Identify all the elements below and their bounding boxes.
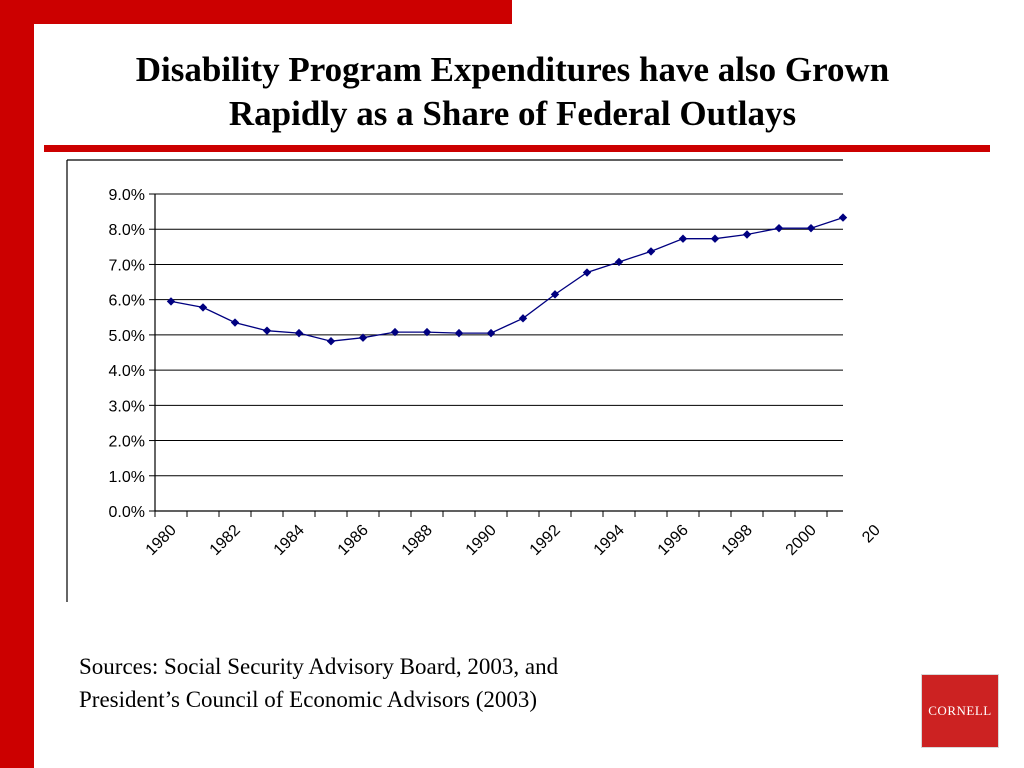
- data-point: [838, 213, 848, 222]
- y-tick-label: 8.0%: [109, 222, 145, 239]
- data-point: [678, 234, 688, 243]
- x-tick-label: 1980: [143, 522, 180, 559]
- data-point: [294, 328, 304, 338]
- data-point: [230, 318, 240, 327]
- y-tick-label: 5.0%: [109, 328, 145, 345]
- data-point: [198, 303, 208, 312]
- data-point: [518, 314, 528, 323]
- x-tick-label: 1992: [527, 522, 564, 559]
- y-tick-label: 1.0%: [109, 469, 145, 486]
- x-tick-label: 1988: [399, 522, 436, 559]
- y-tick-label: 6.0%: [109, 293, 145, 310]
- cornell-logo: CORNELL: [921, 674, 999, 748]
- data-point: [742, 230, 752, 239]
- slide-title: Disability Program Expenditures have als…: [40, 48, 985, 136]
- slide-title-line-1: Disability Program Expenditures have als…: [135, 50, 890, 89]
- y-tick-label: 4.0%: [109, 363, 145, 380]
- cornell-logo-text: CORNELL: [928, 703, 992, 718]
- y-tick-label: 7.0%: [109, 257, 145, 274]
- title-underline-rule: [44, 145, 990, 152]
- x-tick-label: 1996: [655, 522, 692, 559]
- x-tick-label: 1984: [271, 522, 308, 559]
- sources-line-1: Sources: Social Security Advisory Board,…: [79, 654, 559, 679]
- x-tick-label: 2000: [783, 522, 820, 559]
- data-point: [262, 326, 272, 335]
- y-tick-label: 9.0%: [109, 187, 145, 204]
- slide-title-line-2: Rapidly as a Share of Federal Outlays: [228, 94, 797, 133]
- data-point: [422, 327, 432, 337]
- data-point: [614, 257, 624, 267]
- data-point: [582, 268, 592, 277]
- x-tick-label: 1994: [591, 522, 628, 559]
- x-tick-label: 20: [859, 522, 884, 547]
- data-point: [710, 234, 720, 243]
- data-point: [358, 333, 368, 342]
- y-tick-label: 0.0%: [109, 504, 145, 521]
- series-line: [170, 216, 844, 342]
- x-axis-tick-labels: 1980 1982 1984 1986 1988 1990 1992 1994 1996 1998…: [143, 522, 884, 559]
- y-tick-label: 2.0%: [109, 434, 145, 451]
- x-tick-label: 1982: [207, 522, 244, 559]
- sources-line-2: President’s Council of Economic Advisors…: [79, 687, 538, 712]
- data-point: [486, 328, 496, 338]
- data-point: [806, 223, 816, 233]
- chart-series: [166, 213, 848, 346]
- data-point: [550, 290, 560, 299]
- chart-gridlines: [149, 193, 843, 512]
- data-point: [646, 247, 656, 256]
- chart-axes: [154, 194, 843, 517]
- data-point: [390, 327, 400, 337]
- top-accent-bar: [0, 0, 512, 24]
- x-tick-label: 1986: [335, 522, 372, 559]
- y-tick-label: 3.0%: [109, 398, 145, 415]
- data-point: [166, 297, 176, 306]
- x-tick-label: 1998: [719, 522, 756, 559]
- data-point: [454, 328, 464, 338]
- left-accent-bar: [0, 0, 34, 768]
- data-point: [326, 337, 336, 346]
- sources-note: Sources: Social Security Advisory Board,…: [79, 650, 719, 716]
- chart-frame: [66, 159, 843, 602]
- y-axis-tick-labels: 0.0% 1.0% 2.0% 3.0% 4.0% 5.0% 6.0% 7.0% 8.0% 9.0%: [109, 187, 145, 521]
- x-tick-label: 1990: [463, 522, 500, 559]
- data-point: [774, 223, 784, 233]
